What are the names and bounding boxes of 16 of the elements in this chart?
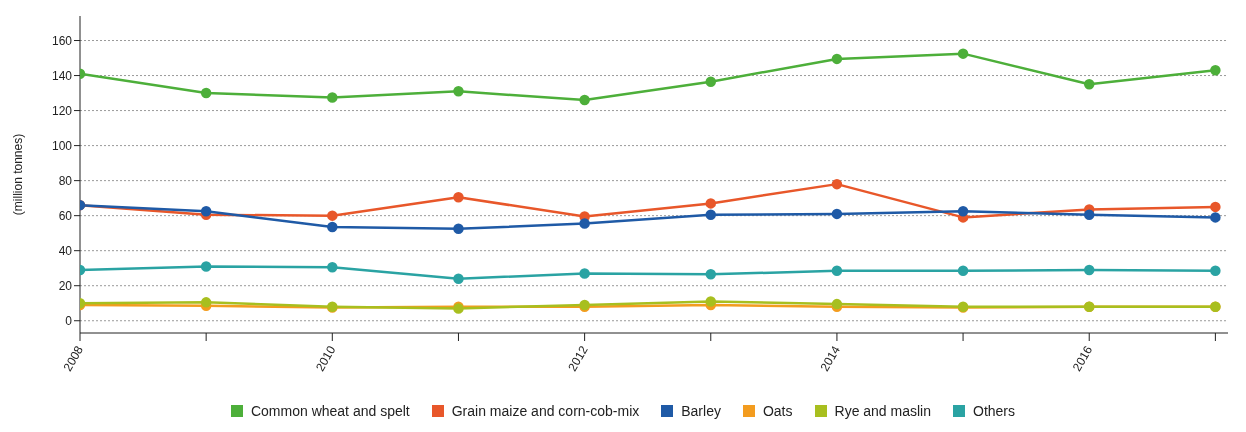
y-tick-label: 120 [51, 103, 73, 118]
legend-label: Others [972, 403, 1016, 419]
legend-label: Common wheat and spelt [249, 403, 410, 419]
y-axis-title: (million tonnes) [11, 133, 26, 216]
legend-label: Oats [761, 403, 793, 419]
legend-label: Rye and maslin [833, 403, 932, 419]
legend-label: Grain maize and corn-cob-mix [450, 403, 640, 419]
y-tick-label: 60 [58, 208, 73, 223]
y-tick-label: 0 [65, 314, 73, 328]
y-tick-label: 100 [51, 138, 73, 153]
y-tick-label: 140 [51, 68, 73, 83]
y-tick-label: 20 [58, 278, 73, 293]
y-tick-label: 80 [58, 173, 73, 188]
y-tick-label: 40 [58, 243, 73, 258]
legend-label: Barley [680, 403, 721, 419]
y-tick-label: 160 [51, 33, 73, 48]
